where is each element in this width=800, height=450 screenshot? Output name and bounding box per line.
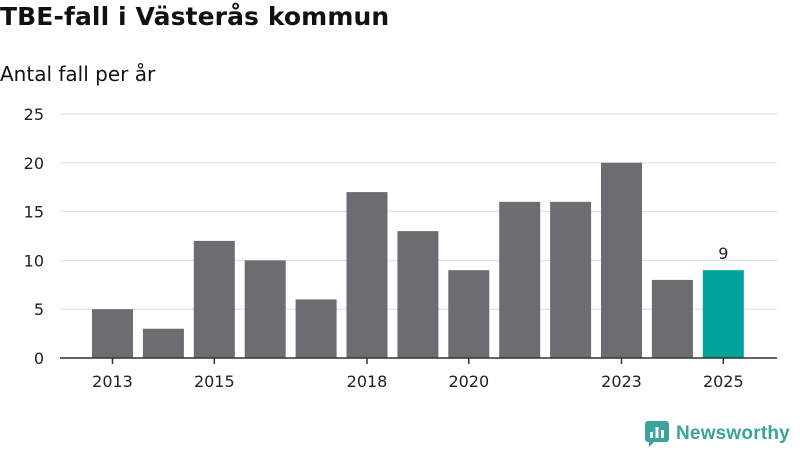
bar-2015: [193, 240, 235, 358]
y-tick-label-0: 0: [34, 349, 44, 368]
data-label-2025: 9: [718, 244, 728, 263]
bar-2019: [397, 231, 439, 358]
chart-title: TBE-fall i Västerås kommun: [0, 2, 390, 31]
chart-subtitle: Antal fall per år: [0, 62, 156, 86]
bar-2017: [295, 299, 337, 358]
x-tick-label-2015: 2015: [194, 372, 235, 391]
y-tick-label-20: 20: [24, 154, 44, 173]
bar-2022: [550, 201, 592, 358]
bar-2025: [702, 270, 744, 358]
bar-2020: [448, 270, 490, 358]
bar-2016: [244, 260, 286, 358]
y-tick-label-25: 25: [24, 105, 44, 124]
x-tick-label-2023: 2023: [601, 372, 642, 391]
bar-2024: [651, 279, 693, 358]
bar-2021: [499, 201, 541, 358]
newsworthy-logo: Newsworthy: [645, 420, 790, 448]
newsworthy-logo-text: Newsworthy: [676, 423, 790, 444]
y-tick-label-5: 5: [34, 300, 44, 319]
bar-2013: [92, 309, 133, 358]
y-tick-label-15: 15: [24, 203, 44, 222]
bar-2018: [346, 192, 388, 358]
x-tick-label-2018: 2018: [347, 372, 388, 391]
x-tick-label-2020: 2020: [448, 372, 489, 391]
bar-2023: [601, 162, 642, 358]
bar-2014: [142, 328, 184, 358]
y-tick-label-10: 10: [24, 251, 44, 270]
x-tick-label-2025: 2025: [703, 372, 744, 391]
newsworthy-logo-icon: [645, 421, 669, 447]
x-tick-label-2013: 2013: [92, 372, 133, 391]
